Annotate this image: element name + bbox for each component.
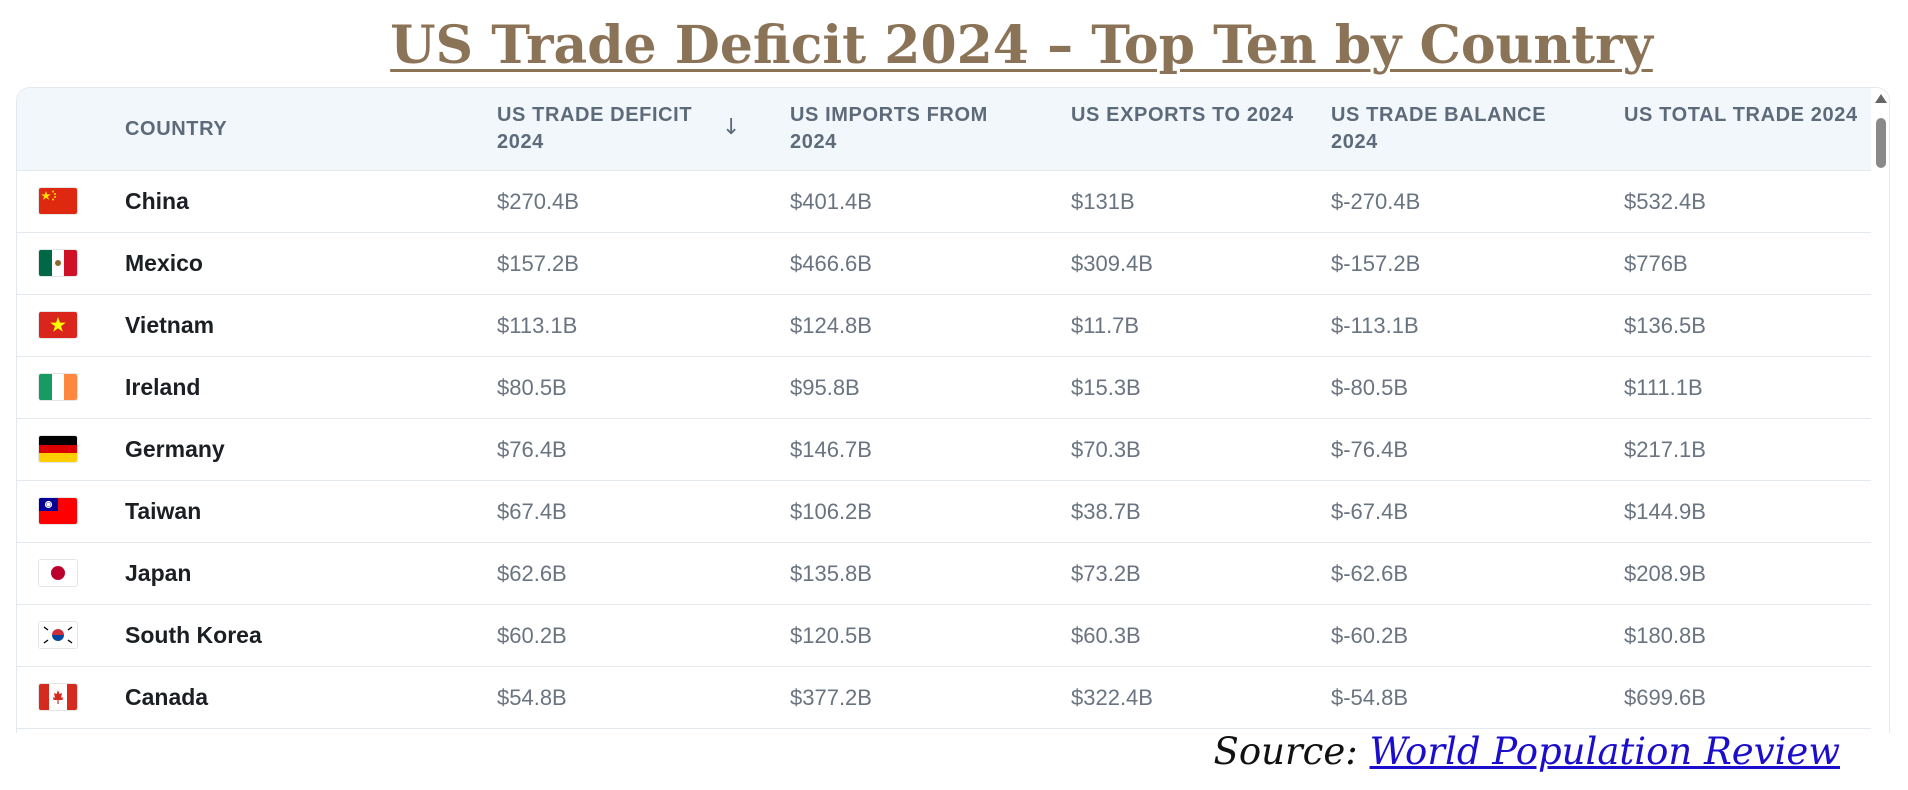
scroll-up-arrow-icon[interactable] (1875, 94, 1887, 103)
source-credit: Source: World Population Review (1214, 728, 1840, 776)
cell-exports: $15.3B (1071, 375, 1141, 400)
cell-imports: $377.2B (790, 685, 872, 710)
table-row: Vietnam $113.1B $124.8B $11.7B $-113.1B … (17, 295, 1871, 357)
cell-total: $111.1B (1624, 375, 1703, 400)
cell-balance: $-76.4B (1331, 437, 1409, 462)
cell-deficit: $76.4B (497, 437, 567, 462)
country-name: Canada (125, 684, 209, 710)
cell-exports: $60.3B (1071, 623, 1141, 648)
cell-total: $217.1B (1624, 437, 1706, 462)
cell-deficit: $67.4B (497, 499, 567, 524)
table-row: China $270.4B $401.4B $131B $-270.4B $53… (17, 171, 1871, 233)
country-name: Ireland (125, 374, 201, 400)
cell-exports: $322.4B (1071, 685, 1153, 710)
cell-deficit: $157.2B (497, 251, 579, 276)
header-imports[interactable]: US IMPORTS FROM 2024 (790, 104, 988, 153)
table-row: Ireland $80.5B $95.8B $15.3B $-80.5B $11… (17, 357, 1871, 419)
sort-desc-icon[interactable]: ↓ (722, 115, 741, 140)
cell-balance: $-80.5B (1331, 375, 1409, 400)
taiwan-flag-icon (39, 498, 77, 524)
table-body: China $270.4B $401.4B $131B $-270.4B $53… (17, 171, 1871, 729)
header-trade-deficit[interactable]: US TRADE DEFICIT 2024 (497, 104, 693, 153)
country-name: China (125, 188, 189, 214)
vertical-scrollbar[interactable] (1873, 88, 1889, 733)
ireland-flag-icon (39, 374, 77, 400)
cell-total: $776B (1624, 251, 1688, 276)
cell-total: $180.8B (1624, 623, 1706, 648)
cell-balance: $-60.2B (1331, 623, 1409, 648)
table-row: Mexico $157.2B $466.6B $309.4B $-157.2B … (17, 233, 1871, 295)
cell-exports: $70.3B (1071, 437, 1141, 462)
header-country[interactable]: COUNTRY (125, 118, 228, 140)
cell-balance: $-270.4B (1331, 189, 1421, 214)
source-prefix: Source: (1213, 730, 1358, 773)
cell-exports: $309.4B (1071, 251, 1153, 276)
header-trade-balance[interactable]: US TRADE BALANCE 2024 (1331, 104, 1547, 153)
cell-deficit: $60.2B (497, 623, 567, 648)
country-name: Taiwan (125, 498, 202, 524)
table-row: Canada $54.8B $377.2B $322.4B $-54.8B $6… (17, 667, 1871, 729)
country-name: South Korea (125, 622, 262, 648)
cell-total: $532.4B (1624, 189, 1706, 214)
table-row: Taiwan $67.4B $106.2B $38.7B $-67.4B $14… (17, 481, 1871, 543)
cell-deficit: $80.5B (497, 375, 567, 400)
country-name: Germany (125, 436, 225, 462)
cell-total: $699.6B (1624, 685, 1706, 710)
cell-balance: $-62.6B (1331, 561, 1409, 586)
table-row: Japan $62.6B $135.8B $73.2B $-62.6B $208… (17, 543, 1871, 605)
cell-deficit: $62.6B (497, 561, 567, 586)
cell-exports: $38.7B (1071, 499, 1141, 524)
cell-exports: $131B (1071, 189, 1135, 214)
cell-imports: $401.4B (790, 189, 872, 214)
cell-total: $144.9B (1624, 499, 1706, 524)
country-name: Mexico (125, 250, 203, 276)
cell-total: $208.9B (1624, 561, 1706, 586)
table-header: COUNTRY US TRADE DEFICIT 2024 ↓ US IMPOR… (17, 88, 1871, 171)
cell-exports: $11.7B (1071, 313, 1140, 338)
china-flag-icon (39, 188, 77, 214)
header-total-trade[interactable]: US TOTAL TRADE 2024 (1624, 104, 1858, 126)
cell-deficit: $54.8B (497, 685, 567, 710)
cell-balance: $-67.4B (1331, 499, 1409, 524)
cell-imports: $106.2B (790, 499, 872, 524)
header-exports[interactable]: US EXPORTS TO 2024 (1071, 104, 1294, 126)
germany-flag-icon (39, 436, 77, 462)
scrollbar-thumb[interactable] (1876, 118, 1886, 168)
cell-balance: $-113.1B (1331, 313, 1419, 338)
vietnam-flag-icon (39, 312, 77, 338)
cell-exports: $73.2B (1071, 561, 1141, 586)
cell-deficit: $113.1B (497, 313, 578, 338)
cell-deficit: $270.4B (497, 189, 579, 214)
cell-imports: $124.8B (790, 313, 872, 338)
country-name: Japan (125, 560, 192, 586)
cell-total: $136.5B (1624, 313, 1706, 338)
canada-flag-icon (39, 684, 77, 710)
south-korea-flag-icon (39, 622, 77, 648)
cell-imports: $95.8B (790, 375, 860, 400)
country-name: Vietnam (125, 312, 215, 338)
table-row: South Korea $60.2B $120.5B $60.3B $-60.2… (17, 605, 1871, 667)
mexico-flag-icon (39, 250, 77, 276)
page-title: US Trade Deficit 2024 – Top Ten by Count… (390, 15, 1653, 76)
cell-imports: $466.6B (790, 251, 872, 276)
cell-balance: $-54.8B (1331, 685, 1409, 710)
cell-balance: $-157.2B (1331, 251, 1421, 276)
table-row: Germany $76.4B $146.7B $70.3B $-76.4B $2… (17, 419, 1871, 481)
cell-imports: $120.5B (790, 623, 872, 648)
source-link[interactable]: World Population Review (1369, 730, 1840, 773)
cell-imports: $135.8B (790, 561, 872, 586)
japan-flag-icon (39, 560, 77, 586)
trade-table: COUNTRY US TRADE DEFICIT 2024 ↓ US IMPOR… (16, 87, 1890, 733)
cell-imports: $146.7B (790, 437, 872, 462)
